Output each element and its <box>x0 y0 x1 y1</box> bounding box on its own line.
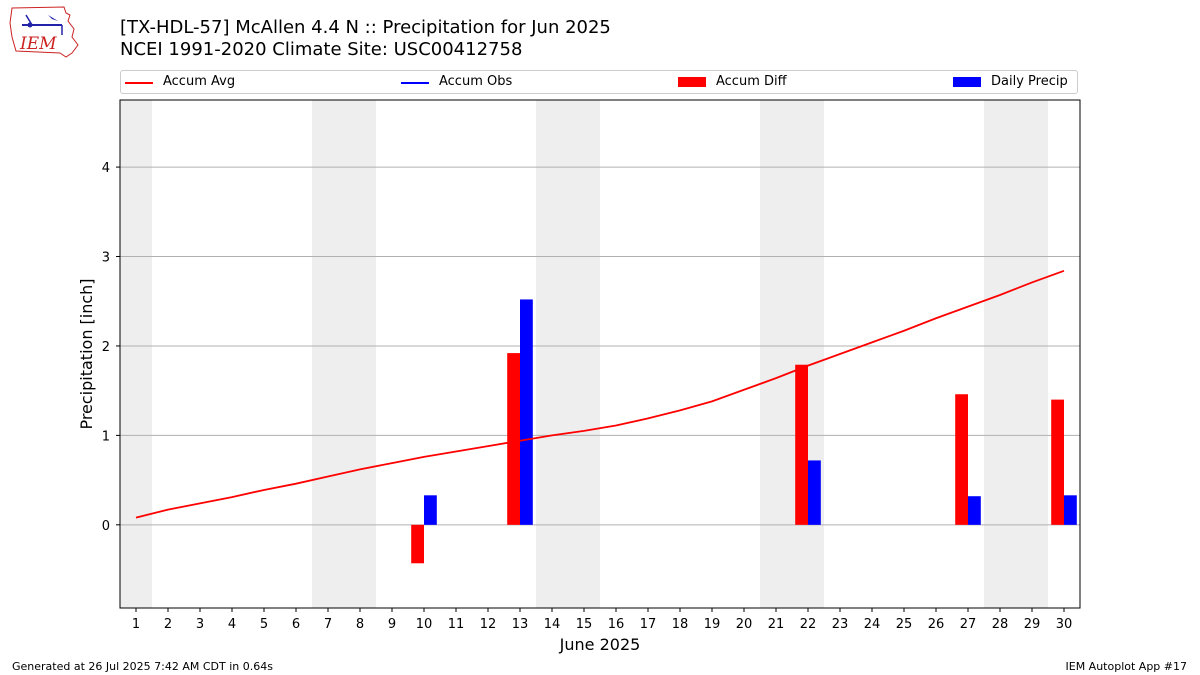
x-tick-label-2: 2 <box>164 617 172 632</box>
app-credit: IEM Autoplot App #17 <box>1065 660 1188 673</box>
x-tick-label-3: 3 <box>196 617 204 632</box>
accum-diff-bar-day-30 <box>1051 399 1064 525</box>
x-tick-label-26: 26 <box>928 617 945 632</box>
legend-swatch-accum-diff <box>678 77 706 87</box>
x-tick-label-24: 24 <box>864 617 881 632</box>
daily-precip-bar-day-13 <box>520 299 533 525</box>
chart-title: [TX-HDL-57] McAllen 4.4 N :: Precipitati… <box>120 17 611 38</box>
y-tick-label-4: 4 <box>102 161 110 176</box>
x-tick-label-25: 25 <box>896 617 913 632</box>
legend-label-daily-precip: Daily Precip <box>991 74 1068 89</box>
x-tick-label-14: 14 <box>544 617 561 632</box>
y-tick-label-3: 3 <box>102 251 110 266</box>
x-tick-label-27: 27 <box>960 617 977 632</box>
accum-diff-bar-day-10 <box>411 524 424 564</box>
x-tick-label-12: 12 <box>480 617 497 632</box>
x-tick-label-28: 28 <box>992 617 1009 632</box>
daily-precip-bar-day-22 <box>808 460 821 525</box>
legend-label-accum-obs: Accum Obs <box>439 74 513 89</box>
x-tick-label-15: 15 <box>576 617 593 632</box>
weekend-shade-day-8 <box>344 100 376 608</box>
x-tick-label-8: 8 <box>356 617 364 632</box>
accum-diff-bar-day-13 <box>507 353 520 525</box>
legend-swatch-accum-obs <box>401 82 429 84</box>
x-tick-label-21: 21 <box>768 617 785 632</box>
x-axis-label: June 2025 <box>559 635 641 654</box>
accum-diff-bar-day-27 <box>955 394 968 525</box>
daily-precip-bar-day-10 <box>424 495 437 525</box>
x-tick-label-29: 29 <box>1024 617 1041 632</box>
x-tick-label-17: 17 <box>640 617 657 632</box>
y-tick-label-1: 1 <box>102 429 110 444</box>
x-tick-label-18: 18 <box>672 617 689 632</box>
weekend-shade-day-1 <box>120 100 152 608</box>
logo-text: IEM <box>19 34 57 54</box>
accum-diff-bar-day-22 <box>795 364 808 525</box>
x-tick-label-7: 7 <box>324 617 332 632</box>
weekend-shade-day-7 <box>312 100 344 608</box>
x-tick-label-5: 5 <box>260 617 268 632</box>
plot-frame <box>119 99 1081 609</box>
x-tick-label-30: 30 <box>1056 617 1073 632</box>
weekend-shade-day-29 <box>1016 100 1048 608</box>
y-axis-label: Precipitation [inch] <box>77 278 96 429</box>
y-tick-label-0: 0 <box>102 519 110 534</box>
x-tick-label-20: 20 <box>736 617 753 632</box>
weekend-shade-day-21 <box>760 100 792 608</box>
weekend-shade-day-22 <box>792 100 824 608</box>
generated-timestamp: Generated at 26 Jul 2025 7:42 AM CDT in … <box>12 660 273 673</box>
x-tick-label-10: 10 <box>416 617 433 632</box>
legend: Accum Avg Accum Obs Accum Diff Daily Pre… <box>120 70 1078 94</box>
weekend-shade-day-15 <box>568 100 600 608</box>
legend-label-accum-diff: Accum Diff <box>716 74 787 89</box>
legend-label-accum-avg: Accum Avg <box>163 74 236 89</box>
x-tick-label-19: 19 <box>704 617 721 632</box>
chart-subtitle: NCEI 1991-2020 Climate Site: USC00412758 <box>120 39 523 60</box>
weekend-shade-day-28 <box>984 100 1016 608</box>
x-tick-label-1: 1 <box>132 617 140 632</box>
x-tick-label-16: 16 <box>608 617 625 632</box>
x-tick-label-23: 23 <box>832 617 849 632</box>
daily-precip-bar-day-30 <box>1064 495 1077 525</box>
x-tick-label-6: 6 <box>292 617 300 632</box>
y-tick-label-2: 2 <box>102 340 110 355</box>
legend-swatch-daily-precip <box>953 77 981 87</box>
iem-logo: IEM <box>9 6 79 58</box>
accum-avg-line <box>135 269 1065 519</box>
weekend-shade-day-14 <box>536 100 568 608</box>
x-tick-label-22: 22 <box>800 617 817 632</box>
daily-precip-bar-day-27 <box>968 496 981 525</box>
x-tick-label-11: 11 <box>448 617 465 632</box>
x-tick-label-13: 13 <box>512 617 529 632</box>
x-tick-label-4: 4 <box>228 617 236 632</box>
legend-swatch-accum-avg <box>125 82 153 84</box>
x-tick-label-9: 9 <box>388 617 396 632</box>
